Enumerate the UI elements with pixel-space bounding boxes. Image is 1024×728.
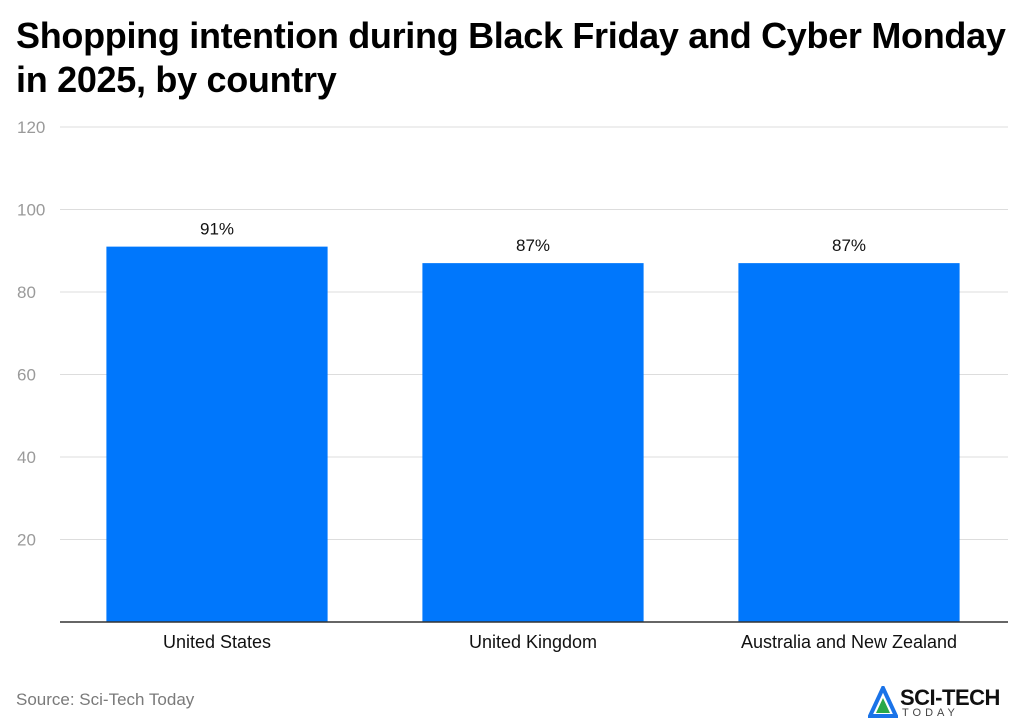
y-tick-label: 40 xyxy=(17,448,36,467)
sci-tech-logo: SCI-TECH TODAY xyxy=(868,684,1018,724)
data-label: 87% xyxy=(832,236,866,255)
bar xyxy=(422,263,644,622)
bars xyxy=(106,246,960,622)
logo-subtitle: TODAY xyxy=(902,707,959,719)
chart-title: Shopping intention during Black Friday a… xyxy=(16,15,1006,100)
data-label: 87% xyxy=(516,236,550,255)
y-tick-label: 100 xyxy=(17,201,45,220)
y-tick-label: 20 xyxy=(17,531,36,550)
y-tick-label: 80 xyxy=(17,283,36,302)
y-tick-label: 120 xyxy=(17,118,45,137)
data-labels: 91% 87% 87% xyxy=(200,220,866,256)
bar xyxy=(106,246,328,622)
logo-triangle-icon xyxy=(868,686,898,718)
x-tick-label: United Kingdom xyxy=(469,632,597,652)
data-label: 91% xyxy=(200,220,234,239)
y-tick-label: 60 xyxy=(17,366,36,385)
x-axis-ticks: United States United Kingdom Australia and… xyxy=(163,632,957,652)
logo-name: SCI-TECH xyxy=(900,685,1000,710)
x-tick-label: United States xyxy=(163,632,271,652)
y-axis-ticks: 20 40 60 80 100 120 xyxy=(17,118,45,550)
x-tick-label: Australia and New Zealand xyxy=(741,632,957,652)
source-note: Source: Sci-Tech Today xyxy=(16,690,195,709)
bar xyxy=(738,263,960,622)
